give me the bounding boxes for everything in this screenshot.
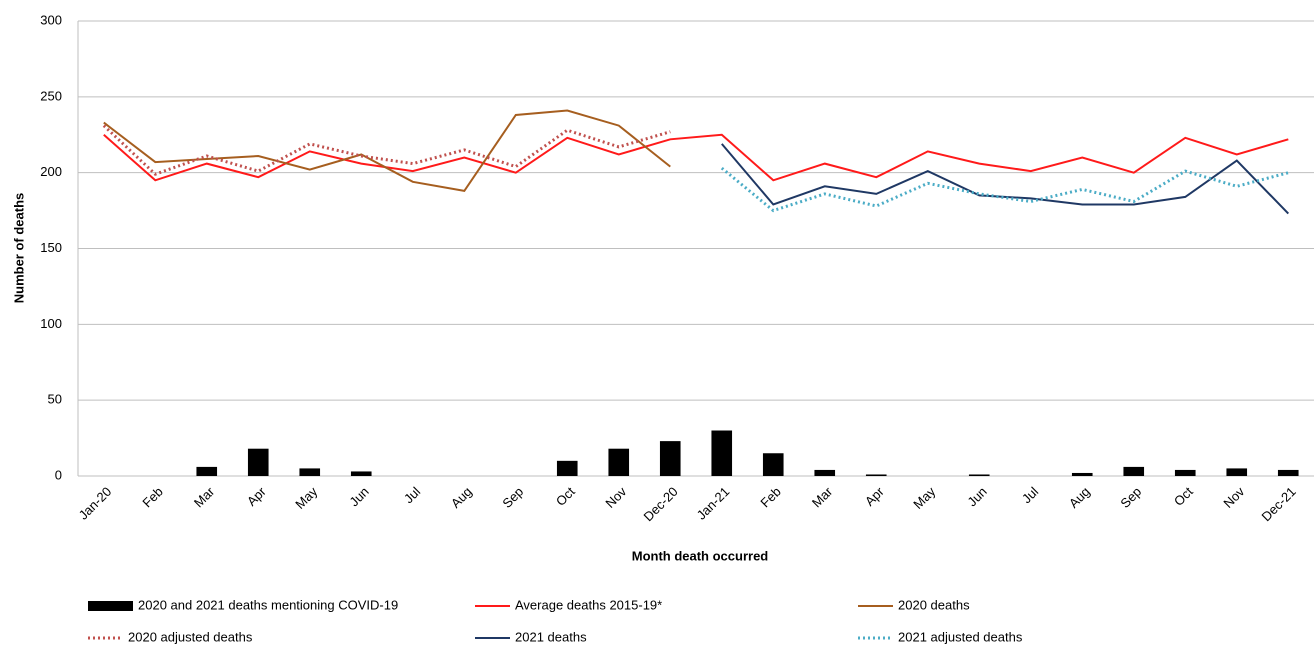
legend-swatch bbox=[88, 601, 133, 611]
x-tick-label: Nov bbox=[602, 484, 629, 511]
x-tick-label: May bbox=[910, 484, 938, 512]
line bbox=[102, 124, 671, 176]
x-tick-label: Feb bbox=[139, 484, 165, 510]
y-axis-title: Number of deaths bbox=[11, 193, 26, 304]
y-tick-label: 150 bbox=[40, 240, 62, 255]
x-tick-label: Dec-20 bbox=[641, 484, 681, 524]
bar bbox=[968, 474, 990, 476]
x-tick-label: Jul bbox=[1019, 484, 1041, 506]
x-tick-label: Aug bbox=[1066, 484, 1093, 511]
y-tick-label: 200 bbox=[40, 164, 62, 179]
x-tick-label: Aug bbox=[448, 484, 475, 511]
x-tick-label: Nov bbox=[1220, 484, 1247, 511]
bar bbox=[814, 469, 836, 476]
bar bbox=[299, 468, 321, 476]
x-tick-label: Jan-20 bbox=[76, 484, 115, 523]
bar bbox=[196, 466, 218, 476]
x-tick-label: Jun bbox=[346, 484, 371, 509]
bar bbox=[608, 448, 630, 476]
bar bbox=[1123, 466, 1145, 476]
x-tick-label: Sep bbox=[1117, 484, 1144, 511]
legend-label: 2020 adjusted deaths bbox=[128, 629, 253, 644]
x-tick-label: Apr bbox=[862, 483, 887, 508]
x-tick-label: Mar bbox=[191, 483, 218, 510]
line bbox=[103, 109, 671, 192]
x-tick-label: Jul bbox=[401, 484, 423, 506]
bar bbox=[865, 474, 887, 476]
y-tick-label: 300 bbox=[40, 12, 62, 27]
bar bbox=[1174, 469, 1196, 476]
legend-label: 2021 deaths bbox=[515, 629, 587, 644]
x-tick-label: Oct bbox=[553, 484, 578, 509]
x-axis-title: Month death occurred bbox=[632, 548, 769, 563]
legend-label: Average deaths 2015-19* bbox=[515, 597, 662, 612]
bar bbox=[1226, 468, 1248, 476]
legend-label: 2021 adjusted deaths bbox=[898, 629, 1023, 644]
y-tick-label: 100 bbox=[40, 316, 62, 331]
x-tick-label: Jun bbox=[964, 484, 989, 509]
bar bbox=[762, 453, 784, 476]
y-tick-label: 0 bbox=[55, 467, 62, 482]
bar bbox=[1071, 472, 1093, 476]
legend-label: 2020 deaths bbox=[898, 597, 970, 612]
x-tick-label: Apr bbox=[244, 483, 269, 508]
y-tick-label: 50 bbox=[48, 392, 62, 407]
bar bbox=[659, 441, 681, 476]
bar bbox=[1277, 469, 1299, 476]
line bbox=[103, 133, 1289, 182]
line bbox=[721, 143, 1290, 215]
y-tick-label: 250 bbox=[40, 88, 62, 103]
x-tick-label: Feb bbox=[757, 484, 783, 510]
bar bbox=[556, 460, 578, 476]
x-tick-label: Oct bbox=[1171, 484, 1196, 509]
bar bbox=[247, 448, 269, 476]
x-tick-label: Mar bbox=[809, 483, 836, 510]
bar bbox=[350, 471, 372, 476]
x-tick-label: Sep bbox=[499, 484, 526, 511]
x-tick-label: May bbox=[292, 484, 320, 512]
line bbox=[720, 166, 1289, 213]
x-tick-label: Jan-21 bbox=[694, 484, 733, 523]
legend-label: 2020 and 2021 deaths mentioning COVID-19 bbox=[138, 597, 398, 612]
bar bbox=[711, 430, 733, 476]
x-tick-label: Dec-21 bbox=[1259, 484, 1299, 524]
